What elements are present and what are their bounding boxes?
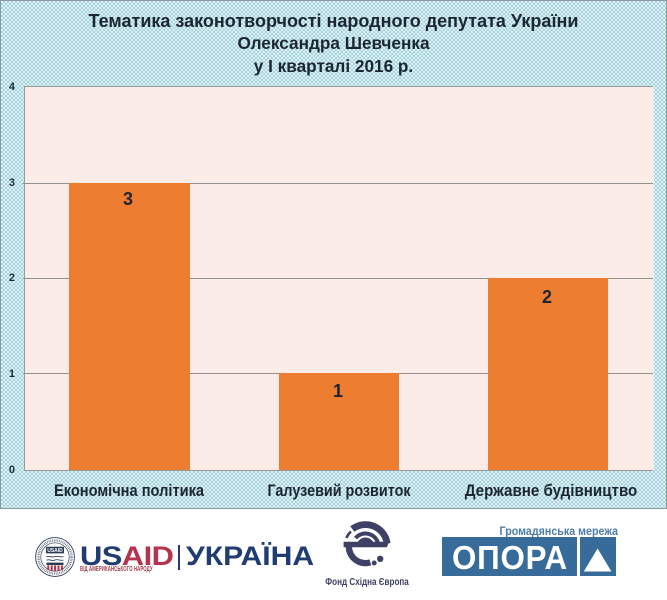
svg-text:USAID: USAID xyxy=(47,548,63,554)
